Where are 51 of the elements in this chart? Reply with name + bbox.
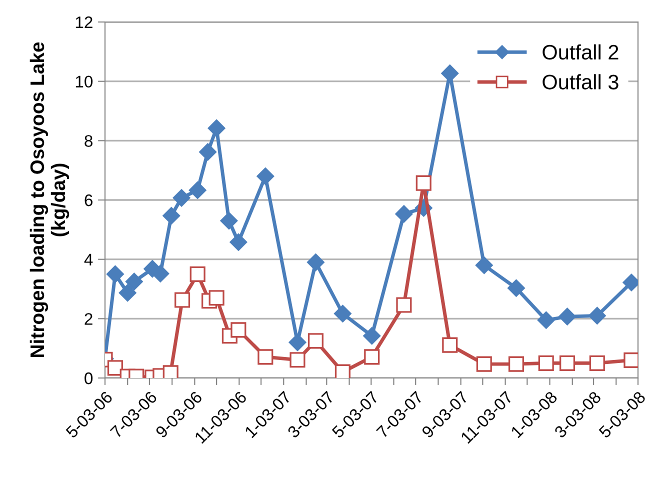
point	[258, 349, 274, 365]
point	[199, 143, 216, 161]
point	[364, 349, 380, 365]
y-tick-label: 12	[76, 16, 92, 28]
point	[288, 334, 306, 352]
point	[308, 333, 324, 349]
point	[107, 360, 123, 376]
point	[442, 337, 458, 353]
y-tick-label: 4	[84, 254, 93, 266]
point	[106, 265, 124, 283]
legend-label: Outfall 3	[542, 74, 618, 90]
point	[334, 364, 350, 378]
point	[396, 297, 412, 313]
point	[508, 279, 525, 297]
y-axis-title: Nitrogen loading to Osoyoos Lake (kg/day)	[30, 42, 70, 357]
y-tick-label: 0	[84, 372, 93, 384]
point	[220, 212, 238, 230]
point	[589, 355, 605, 371]
point	[476, 356, 492, 372]
point	[172, 189, 190, 207]
point	[230, 322, 246, 338]
point	[256, 168, 274, 185]
y-tick-label: 10	[76, 76, 93, 88]
point	[125, 272, 143, 290]
legend-label: Outfall 2	[542, 44, 618, 60]
point	[475, 256, 493, 274]
point	[538, 355, 554, 371]
point	[334, 304, 352, 322]
point	[588, 307, 606, 324]
point	[290, 352, 306, 368]
point	[118, 284, 136, 302]
point	[208, 120, 226, 137]
point	[558, 308, 576, 326]
point	[395, 205, 413, 223]
point	[307, 254, 324, 271]
point	[188, 182, 206, 199]
point	[416, 175, 432, 191]
point	[190, 266, 206, 282]
y-tick-label: 6	[84, 194, 92, 206]
y-tick-label: 2	[84, 313, 92, 325]
point	[559, 355, 576, 371]
y-tick-label: 8	[84, 135, 92, 147]
point	[624, 352, 638, 368]
point	[162, 365, 178, 378]
point	[537, 311, 555, 329]
point	[230, 233, 248, 251]
point	[208, 290, 224, 306]
point	[508, 356, 524, 372]
point	[162, 207, 180, 224]
point	[174, 292, 190, 308]
point	[363, 327, 381, 345]
